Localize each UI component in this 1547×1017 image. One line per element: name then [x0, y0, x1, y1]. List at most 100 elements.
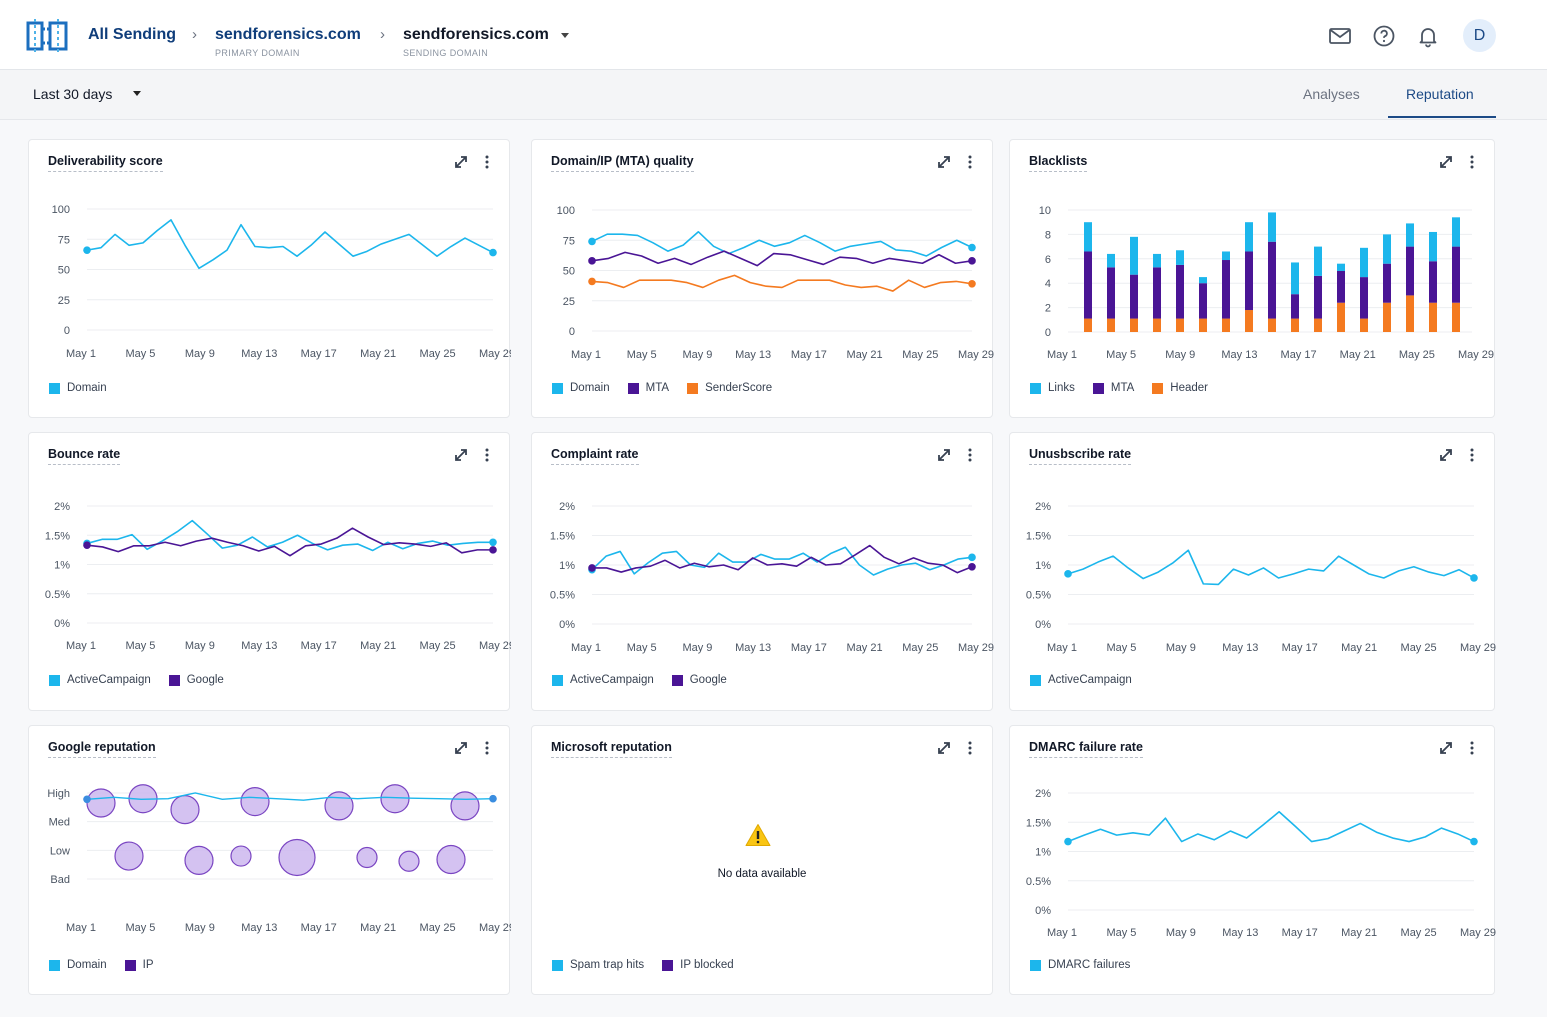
legend-item-mta[interactable]: MTA	[627, 382, 669, 394]
card-title[interactable]: DMARC failure rate	[1029, 740, 1143, 758]
more-menu-icon[interactable]	[481, 154, 493, 170]
bar-segment-mta[interactable]	[1383, 263, 1391, 303]
bar-segment-links[interactable]	[1337, 263, 1345, 271]
series-endpoint[interactable]	[1470, 574, 1478, 582]
series-line-domain[interactable]	[86, 792, 494, 801]
ip-reputation-bubble[interactable]	[230, 845, 252, 867]
series-endpoint[interactable]	[588, 257, 596, 265]
ip-reputation-bubble[interactable]	[324, 791, 354, 821]
expand-icon[interactable]	[453, 740, 469, 756]
tab-analyses[interactable]: Analyses	[1303, 86, 1360, 102]
series-endpoint[interactable]	[489, 248, 497, 257]
bar-segment-links[interactable]	[1452, 217, 1460, 247]
bell-icon[interactable]	[1416, 24, 1440, 48]
bar-segment-links[interactable]	[1130, 236, 1138, 275]
ip-reputation-bubble[interactable]	[278, 838, 316, 877]
series-endpoint[interactable]	[1064, 570, 1072, 578]
bar-segment-links[interactable]	[1153, 253, 1161, 268]
tab-reputation[interactable]: Reputation	[1406, 86, 1474, 102]
legend-item-mta[interactable]: MTA	[1092, 382, 1134, 394]
ip-reputation-bubble[interactable]	[184, 845, 214, 875]
bar-segment-header[interactable]	[1452, 302, 1460, 332]
series-line-google[interactable]	[86, 527, 493, 557]
series-line-activecampaign[interactable]	[591, 546, 973, 576]
expand-icon[interactable]	[1438, 154, 1454, 170]
legend-item-google[interactable]: Google	[168, 674, 224, 686]
series-line-activecampaign[interactable]	[1067, 549, 1475, 586]
series-endpoint[interactable]	[83, 246, 91, 254]
bar-segment-links[interactable]	[1199, 277, 1207, 284]
bar-segment-links[interactable]	[1107, 253, 1115, 268]
bar-segment-links[interactable]	[1429, 231, 1437, 262]
series-line-domain[interactable]	[86, 219, 494, 270]
chevron-down-icon[interactable]	[561, 33, 569, 38]
bar-segment-header[interactable]	[1084, 318, 1092, 332]
sending-domain-selector[interactable]: sendforensics.com	[403, 26, 549, 43]
ip-reputation-bubble[interactable]	[436, 844, 466, 875]
legend-item-ip[interactable]: IP	[124, 959, 154, 971]
series-endpoint[interactable]	[489, 538, 497, 547]
ip-reputation-bubble[interactable]	[398, 850, 420, 872]
series-endpoint[interactable]	[968, 257, 976, 265]
avatar[interactable]: D	[1463, 19, 1496, 52]
card-title[interactable]: Domain/IP (MTA) quality	[551, 154, 694, 172]
bar-segment-mta[interactable]	[1337, 271, 1345, 303]
more-menu-icon[interactable]	[964, 740, 976, 756]
series-line-dmarc-failures[interactable]	[1067, 810, 1475, 843]
bar-segment-header[interactable]	[1314, 318, 1322, 332]
expand-icon[interactable]	[936, 740, 952, 756]
more-menu-icon[interactable]	[1466, 447, 1478, 463]
series-endpoint[interactable]	[83, 795, 91, 804]
expand-icon[interactable]	[453, 447, 469, 463]
series-endpoint[interactable]	[588, 564, 596, 572]
bar-segment-mta[interactable]	[1176, 264, 1184, 319]
expand-icon[interactable]	[936, 154, 952, 170]
legend-item-links[interactable]: Links	[1030, 382, 1075, 394]
series-endpoint[interactable]	[968, 243, 976, 252]
bar-segment-links[interactable]	[1268, 212, 1276, 242]
series-endpoint[interactable]	[588, 237, 596, 246]
help-icon[interactable]	[1372, 24, 1396, 48]
card-title[interactable]: Unusbscribe rate	[1029, 447, 1132, 465]
legend-item-activecampaign[interactable]: ActiveCampaign	[1030, 674, 1132, 686]
bar-segment-links[interactable]	[1383, 234, 1391, 264]
card-title[interactable]: Microsoft reputation	[551, 740, 672, 758]
date-range-selector[interactable]: Last 30 days	[33, 86, 113, 102]
bar-segment-header[interactable]	[1199, 318, 1207, 332]
legend-item-activecampaign[interactable]: ActiveCampaign	[552, 674, 654, 686]
ip-reputation-bubble[interactable]	[356, 846, 378, 869]
bar-segment-header[interactable]	[1383, 302, 1391, 332]
bar-segment-mta[interactable]	[1406, 246, 1414, 296]
bar-segment-header[interactable]	[1360, 318, 1368, 332]
bar-segment-links[interactable]	[1222, 251, 1230, 261]
card-title[interactable]: Bounce rate	[48, 447, 121, 465]
ip-reputation-bubble[interactable]	[380, 784, 410, 814]
series-endpoint[interactable]	[1470, 837, 1478, 846]
bar-segment-mta[interactable]	[1291, 294, 1299, 319]
bar-segment-mta[interactable]	[1360, 277, 1368, 319]
bar-segment-mta[interactable]	[1222, 260, 1230, 319]
series-endpoint[interactable]	[588, 277, 596, 286]
more-menu-icon[interactable]	[481, 740, 493, 756]
bar-segment-mta[interactable]	[1429, 261, 1437, 303]
legend-item-ip-blocked[interactable]: IP blocked	[662, 959, 734, 971]
more-menu-icon[interactable]	[1466, 154, 1478, 170]
legend-item-senderscore[interactable]: SenderScore	[687, 382, 772, 394]
series-endpoint[interactable]	[968, 562, 976, 571]
bar-segment-mta[interactable]	[1084, 251, 1092, 319]
more-menu-icon[interactable]	[481, 447, 493, 463]
series-endpoint[interactable]	[968, 280, 976, 288]
bar-segment-links[interactable]	[1360, 247, 1368, 278]
bar-segment-mta[interactable]	[1245, 251, 1253, 311]
breadcrumb-primary-domain[interactable]: sendforensics.com	[215, 26, 361, 43]
legend-item-google[interactable]: Google	[671, 674, 727, 686]
series-endpoint[interactable]	[968, 553, 976, 562]
card-title[interactable]: Google reputation	[48, 740, 156, 758]
bar-segment-mta[interactable]	[1107, 267, 1115, 319]
series-endpoint[interactable]	[489, 794, 497, 803]
bar-segment-links[interactable]	[1084, 222, 1092, 252]
bar-segment-header[interactable]	[1153, 318, 1161, 332]
mail-icon[interactable]	[1328, 24, 1352, 48]
bar-segment-header[interactable]	[1268, 318, 1276, 332]
ip-reputation-bubble[interactable]	[170, 795, 200, 825]
